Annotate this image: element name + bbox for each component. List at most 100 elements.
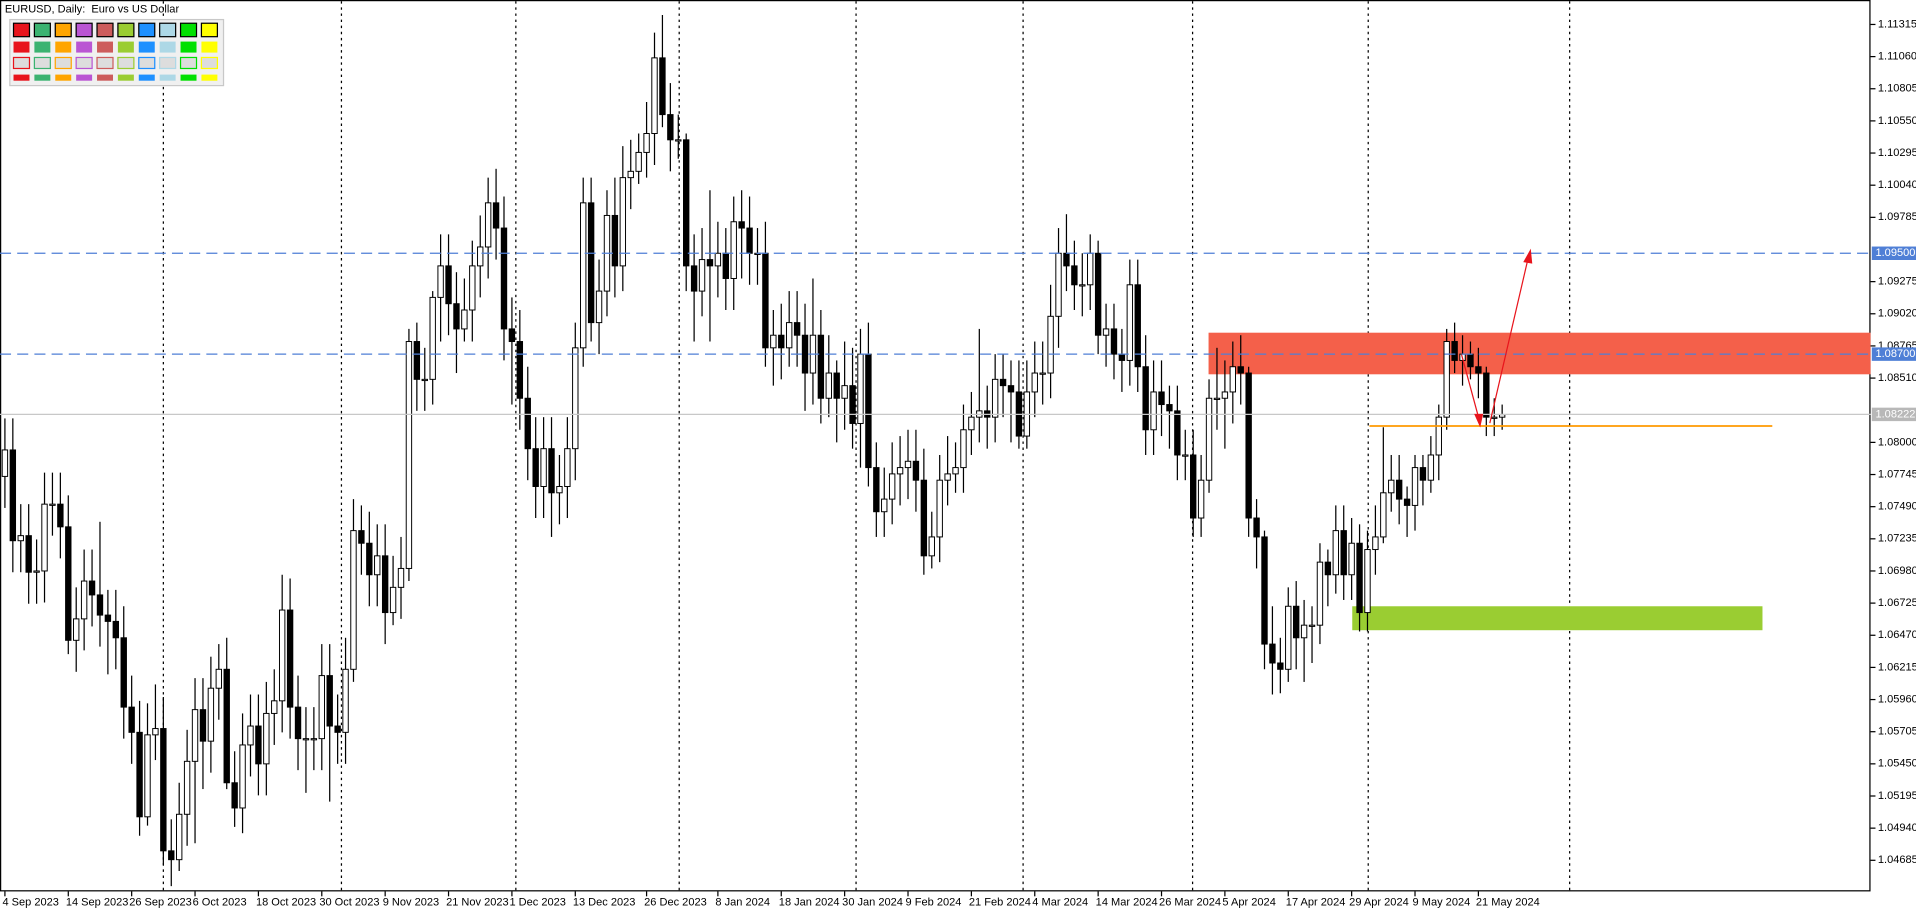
candle-body xyxy=(1094,252,1102,336)
swatch xyxy=(117,41,134,53)
swatch xyxy=(33,56,51,70)
candle-body xyxy=(271,700,278,714)
x-tick-label: 9 Feb 2024 xyxy=(906,896,962,908)
x-tick-label: 26 Mar 2024 xyxy=(1159,896,1221,908)
candle-body xyxy=(778,334,785,349)
y-tick-label: 1.07745 xyxy=(1878,468,1916,480)
x-tick-label: 26 Sep 2023 xyxy=(129,896,192,908)
x-tick-label: 9 Nov 2023 xyxy=(383,896,439,908)
arrow-head xyxy=(1523,248,1533,264)
y-tick-label: 1.09020 xyxy=(1878,308,1916,320)
x-tick-label: 26 Dec 2023 xyxy=(644,896,707,908)
candle-body xyxy=(572,347,579,450)
y-tick-label: 1.10295 xyxy=(1878,147,1916,159)
candle-body xyxy=(1285,605,1292,670)
candle-body xyxy=(1332,530,1339,576)
y-tick-label: 1.08000 xyxy=(1878,436,1916,448)
swatch xyxy=(138,41,155,53)
candle-body xyxy=(1380,492,1387,538)
y-tick-label: 1.06725 xyxy=(1878,597,1916,609)
candle-body xyxy=(477,246,484,267)
candle-body xyxy=(453,303,460,330)
candle-body xyxy=(334,725,341,733)
swatch xyxy=(55,41,72,53)
color-palette xyxy=(9,18,225,87)
candle-body xyxy=(952,467,959,475)
y-tick-label: 1.07490 xyxy=(1878,501,1916,513)
candle-body xyxy=(17,535,24,542)
candle-body xyxy=(849,385,856,424)
candle-body xyxy=(611,214,619,267)
x-tick-label: 30 Oct 2023 xyxy=(319,896,379,908)
candle-body xyxy=(1300,624,1308,639)
candle-body xyxy=(389,586,397,614)
candle-body xyxy=(1134,284,1141,368)
x-tick-label: 30 Jan 2024 xyxy=(842,896,903,908)
arrows xyxy=(1460,248,1533,428)
candle-body xyxy=(643,133,650,153)
candle-body xyxy=(587,202,595,324)
y-tick-label: 1.05705 xyxy=(1878,726,1916,738)
swatch xyxy=(13,41,30,53)
swatch xyxy=(34,41,51,53)
swatch xyxy=(138,74,155,81)
candle-body xyxy=(659,57,666,116)
candle-body xyxy=(1491,416,1498,419)
swatch xyxy=(138,22,156,38)
candle-body xyxy=(33,570,40,573)
x-tick-label: 8 Jan 2024 xyxy=(715,896,770,908)
candle-body xyxy=(548,448,555,494)
candle-body xyxy=(128,706,135,733)
candle-body xyxy=(1388,479,1395,494)
candle-body xyxy=(564,448,571,487)
candle-body xyxy=(1063,252,1070,267)
candle-body xyxy=(1213,397,1221,400)
candle-body xyxy=(1174,410,1181,456)
candle-body xyxy=(873,467,880,513)
y-tick-label: 1.06215 xyxy=(1878,661,1916,673)
x-tick-label: 13 Dec 2023 xyxy=(573,896,636,908)
candle-body xyxy=(746,227,753,254)
swatch xyxy=(76,74,93,81)
swatch xyxy=(75,56,93,70)
swatch xyxy=(97,41,113,53)
candle-body xyxy=(1340,530,1347,576)
swatch xyxy=(159,56,177,70)
candle-body xyxy=(160,728,167,852)
candle-body xyxy=(461,309,468,330)
candle-body xyxy=(500,227,508,330)
candle-body xyxy=(1205,397,1213,481)
candle-body xyxy=(247,725,254,746)
y-tick-label: 1.04685 xyxy=(1878,854,1916,866)
candle-body xyxy=(1269,643,1276,664)
candle-body xyxy=(1031,372,1038,393)
candle-body xyxy=(96,594,104,616)
candle-body xyxy=(690,265,698,292)
candle-body xyxy=(508,328,516,343)
candle-body xyxy=(88,580,96,596)
y-tick-label: 1.08765 xyxy=(1878,340,1916,352)
candle-body xyxy=(1308,624,1316,627)
candle-body xyxy=(57,503,64,528)
candle-body xyxy=(1245,372,1252,519)
candle-body xyxy=(698,259,706,292)
zone xyxy=(1352,606,1763,631)
candle-body xyxy=(738,221,745,229)
candle-body xyxy=(1126,284,1134,361)
y-tick-label: 1.05960 xyxy=(1878,693,1916,705)
candle-body xyxy=(25,535,32,573)
swatch xyxy=(117,74,134,81)
candle-body xyxy=(80,580,88,620)
candle-body xyxy=(1324,561,1332,576)
y-tick-label: 1.09275 xyxy=(1878,276,1916,288)
current-price-label: 1.08222 xyxy=(1875,408,1915,420)
candle-body xyxy=(1451,341,1458,361)
candle-body xyxy=(310,738,318,741)
candle-body xyxy=(1443,341,1450,418)
candle-body xyxy=(1411,467,1419,506)
candle-body xyxy=(540,448,547,487)
level-label: 1.09500 xyxy=(1875,247,1915,259)
candle-body xyxy=(437,265,444,298)
arrow-line xyxy=(1489,259,1529,424)
